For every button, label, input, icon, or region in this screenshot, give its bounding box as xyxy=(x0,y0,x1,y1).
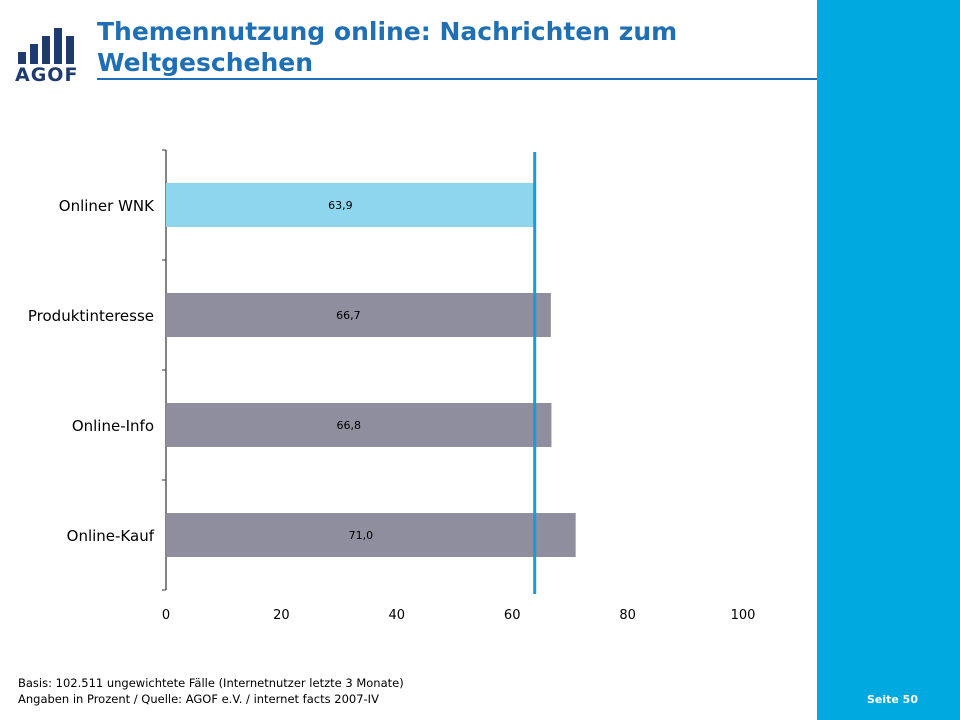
agof-logo: AGOF xyxy=(12,20,82,90)
page-number: Seite 50 xyxy=(866,693,918,706)
bar-onliner-wnk xyxy=(166,183,535,227)
bar-value-label: 71,0 xyxy=(349,529,374,542)
logo-bars-icon xyxy=(18,24,78,64)
bar-value-label: 66,7 xyxy=(336,309,361,322)
x-tick-label: 100 xyxy=(731,608,756,623)
logo-text: AGOF xyxy=(15,64,79,86)
bar-online-info xyxy=(166,403,552,447)
bar-produktinteresse xyxy=(166,293,551,337)
category-label: Onliner WNK xyxy=(59,197,155,215)
category-label: Produktinteresse xyxy=(28,307,154,325)
x-tick-label: 60 xyxy=(504,608,521,623)
footnote-source: Angaben in Prozent / Quelle: AGOF e.V. /… xyxy=(18,692,379,706)
category-label: Online-Info xyxy=(72,417,154,435)
bar-value-label: 63,9 xyxy=(328,199,353,212)
bar-online-kauf xyxy=(166,513,576,557)
footnote: Basis: 102.511 ungewichtete Fälle (Inter… xyxy=(18,675,404,707)
x-tick-label: 40 xyxy=(389,608,406,623)
bar-chart: 63,9 Onliner WNK 66,7 Produktinteresse 66,8 O… xyxy=(28,149,756,623)
category-label: Online-Kauf xyxy=(67,527,155,545)
x-tick-label: 0 xyxy=(162,608,170,623)
right-sidebar: Seite 50 xyxy=(817,0,960,720)
bar-value-label: 66,8 xyxy=(336,419,361,432)
x-tick-label: 20 xyxy=(273,608,290,623)
page-title: Themennutzung online: Nachrichten zum We… xyxy=(97,17,678,77)
title-underline xyxy=(97,78,817,80)
footnote-basis: Basis: 102.511 ungewichtete Fälle (Inter… xyxy=(18,676,404,690)
x-tick-label: 80 xyxy=(619,608,636,623)
